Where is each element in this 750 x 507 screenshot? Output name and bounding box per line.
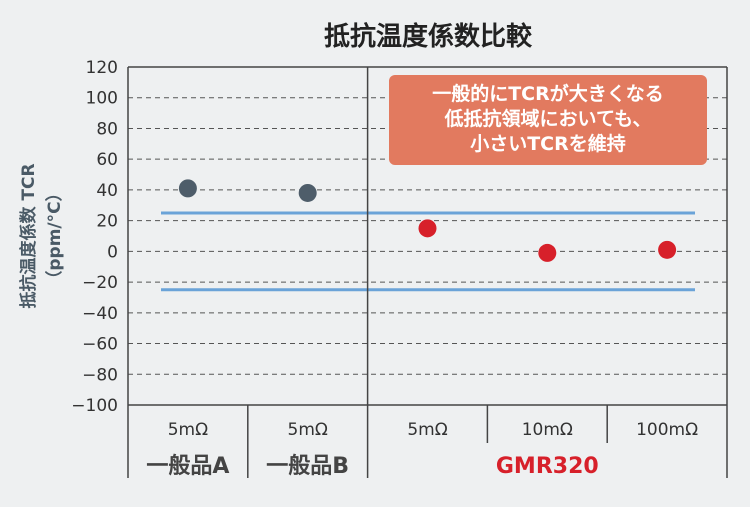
- group-labels: 一般品A 一般品B GMR320: [146, 453, 598, 479]
- y-tick-label: −80: [82, 365, 118, 385]
- y-tick-label: −40: [82, 304, 118, 324]
- data-point: [418, 219, 437, 238]
- group-label: 一般品A: [146, 453, 229, 479]
- callout-text-line: 一般的にTCRが大きくなる: [432, 82, 664, 105]
- y-tick-label: 100: [86, 89, 118, 109]
- category-label: 5mΩ: [407, 420, 447, 440]
- group-label: GMR320: [496, 454, 599, 479]
- y-tick-label: 60: [96, 150, 118, 170]
- callout-text-line: 小さいTCRを維持: [470, 132, 626, 155]
- y-axis-label-group: 抵抗温度係数 TCR （ppm/°C）: [18, 163, 65, 308]
- data-points: [178, 179, 677, 262]
- y-tick-label: 40: [96, 181, 118, 201]
- y-tick-label: −20: [82, 273, 118, 293]
- reference-lines: [161, 211, 695, 292]
- category-label: 5mΩ: [288, 420, 328, 440]
- data-point: [538, 243, 557, 262]
- y-tick-label: 120: [86, 58, 118, 78]
- y-axis-label: 抵抗温度係数 TCR （ppm/°C）: [18, 163, 65, 308]
- category-labels: 5mΩ 5mΩ 5mΩ 10mΩ 100mΩ: [168, 420, 698, 440]
- y-tick-label: 20: [96, 212, 118, 232]
- category-label: 100mΩ: [636, 420, 698, 440]
- data-point: [298, 183, 317, 202]
- y-tick-labels: 120 100 80 60 40 20 0 −20 −40 −60 −80 −100: [71, 58, 118, 416]
- y-tick-label: −60: [82, 335, 118, 355]
- category-label: 10mΩ: [522, 420, 573, 440]
- data-point: [658, 240, 677, 259]
- callout-text-line: 低抵抗領域においても、: [444, 107, 652, 130]
- chart-title: 抵抗温度係数比較: [324, 21, 533, 52]
- plot-frame: [127, 66, 728, 478]
- callout-box: [389, 75, 707, 165]
- data-point: [178, 179, 197, 198]
- y-tick-label: −100: [71, 396, 118, 416]
- y-axis-label-line: （ppm/°C）: [44, 184, 65, 287]
- y-tick-label: 80: [96, 119, 118, 139]
- y-axis-label-line: 抵抗温度係数 TCR: [18, 163, 39, 308]
- category-label: 5mΩ: [168, 420, 208, 440]
- group-label: 一般品B: [266, 453, 349, 479]
- y-tick-label: 0: [107, 242, 118, 262]
